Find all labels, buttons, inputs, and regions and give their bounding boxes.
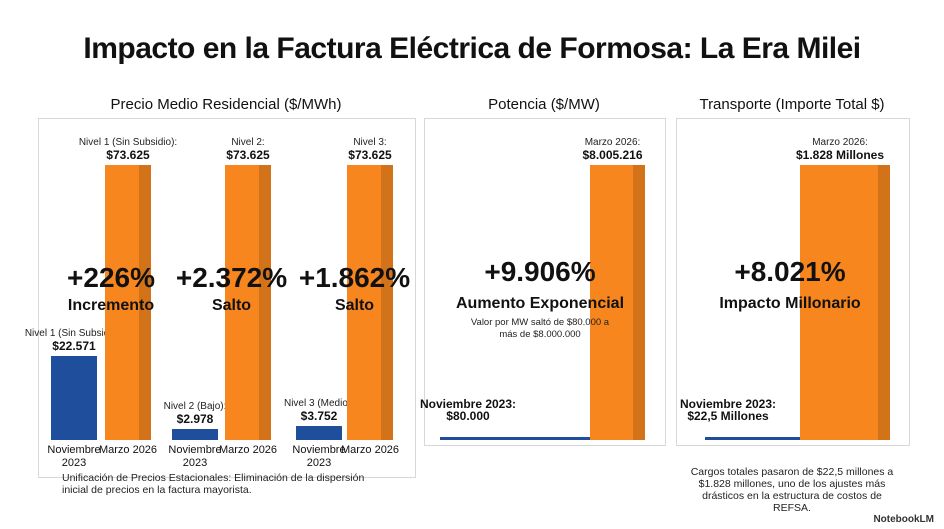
bar	[296, 425, 342, 440]
value-label: Nivel 3: $73.625	[320, 137, 420, 161]
x-tick-label: Marzo 2026	[218, 444, 278, 456]
chart-title: Potencia ($/MW)	[488, 96, 600, 113]
page-title: Impacto en la Factura Eléctrica de Formo…	[83, 32, 861, 65]
x-tick-label: Noviembre 2023	[168, 444, 222, 469]
x-tick-label: Noviembre 2023	[47, 444, 101, 469]
value-label: Nivel 2: $73.625	[198, 137, 298, 161]
headline-label: Salto	[211, 297, 252, 314]
headline: +8.021%	[734, 256, 846, 287]
value-label: Marzo 2026: $8.005.216	[563, 137, 663, 161]
bar	[51, 355, 97, 440]
value-label: Nivel 3 (Medio): $3.752	[269, 398, 369, 422]
category-label: Marzo 2026:	[812, 137, 868, 148]
headline-label: Aumento Exponencial	[455, 295, 625, 312]
footnote: Unificación de Precios Estacionales: Eli…	[62, 472, 365, 496]
value-label: $3.752	[300, 409, 338, 423]
headline: +9.906%	[484, 256, 596, 287]
bar-note: Nivel 3:	[353, 137, 387, 148]
x-tick-label: Marzo 2026	[98, 444, 158, 456]
bar-note: Nivel 2 (Bajo):	[163, 400, 227, 412]
chart-title: Transporte (Importe Total $)	[699, 96, 885, 113]
bar	[590, 165, 645, 440]
bar	[225, 165, 271, 440]
category-label: Noviembre 2023:	[679, 397, 777, 411]
note: Valor por MW saltó de $80.000 a más de $…	[470, 317, 610, 340]
value-label: $73.625	[106, 148, 150, 162]
value-label: $8.005.216	[582, 148, 643, 162]
bar	[800, 165, 890, 440]
value-label: Marzo 2026: $1.828 Millones	[790, 137, 890, 161]
value-label: Nivel 1 (Sin Subsidio): $73.625	[78, 137, 178, 161]
value-label: Nivel 1 (Sin Subsidio): $22.571	[24, 328, 124, 352]
headline-label: Impacto Millonario	[719, 295, 861, 312]
headline: +1.862%	[298, 262, 411, 293]
value-label: $22,5 Millones	[687, 409, 769, 423]
value-label: Noviembre 2023: $22,5 Millones	[678, 398, 778, 422]
bar-note: Nivel 2:	[231, 137, 265, 148]
bar	[347, 165, 393, 440]
bar-note: Nivel 1 (Sin Subsidio):	[24, 327, 124, 339]
brand: NotebookLM	[873, 514, 934, 525]
value-label: $22.571	[52, 338, 96, 353]
value-label: $1.828 Millones	[795, 148, 885, 162]
value-label: $73.625	[226, 148, 270, 162]
value-label: $80.000	[446, 409, 490, 423]
x-tick-label: Marzo 2026	[340, 444, 400, 456]
value-label: $2.978	[176, 411, 214, 426]
value-label: Noviembre 2023: $80.000	[418, 398, 518, 422]
headline-label: Incremento	[67, 297, 155, 314]
bar	[510, 437, 550, 440]
category-label: Noviembre 2023:	[419, 397, 517, 411]
footnote: Cargos totales pasaron de $22,5 millones…	[690, 466, 894, 514]
category-label: Marzo 2026:	[584, 137, 641, 148]
x-tick-label: Noviembre 2023	[292, 444, 346, 469]
value-label: $73.625	[348, 148, 392, 162]
bar	[105, 165, 151, 440]
value-label: Nivel 2 (Bajo): $2.978	[145, 401, 245, 425]
chart-title: Precio Medio Residencial ($/MWh)	[110, 96, 342, 113]
headline-label: Salto	[334, 297, 375, 314]
bar	[775, 436, 805, 440]
bar-note: Nivel 1 (Sin Subsidio):	[78, 137, 178, 148]
bar-note: Nivel 3 (Medio):	[283, 398, 355, 409]
headline: +226%	[67, 262, 155, 293]
headline: +2.372%	[175, 262, 288, 293]
bar	[172, 428, 218, 440]
